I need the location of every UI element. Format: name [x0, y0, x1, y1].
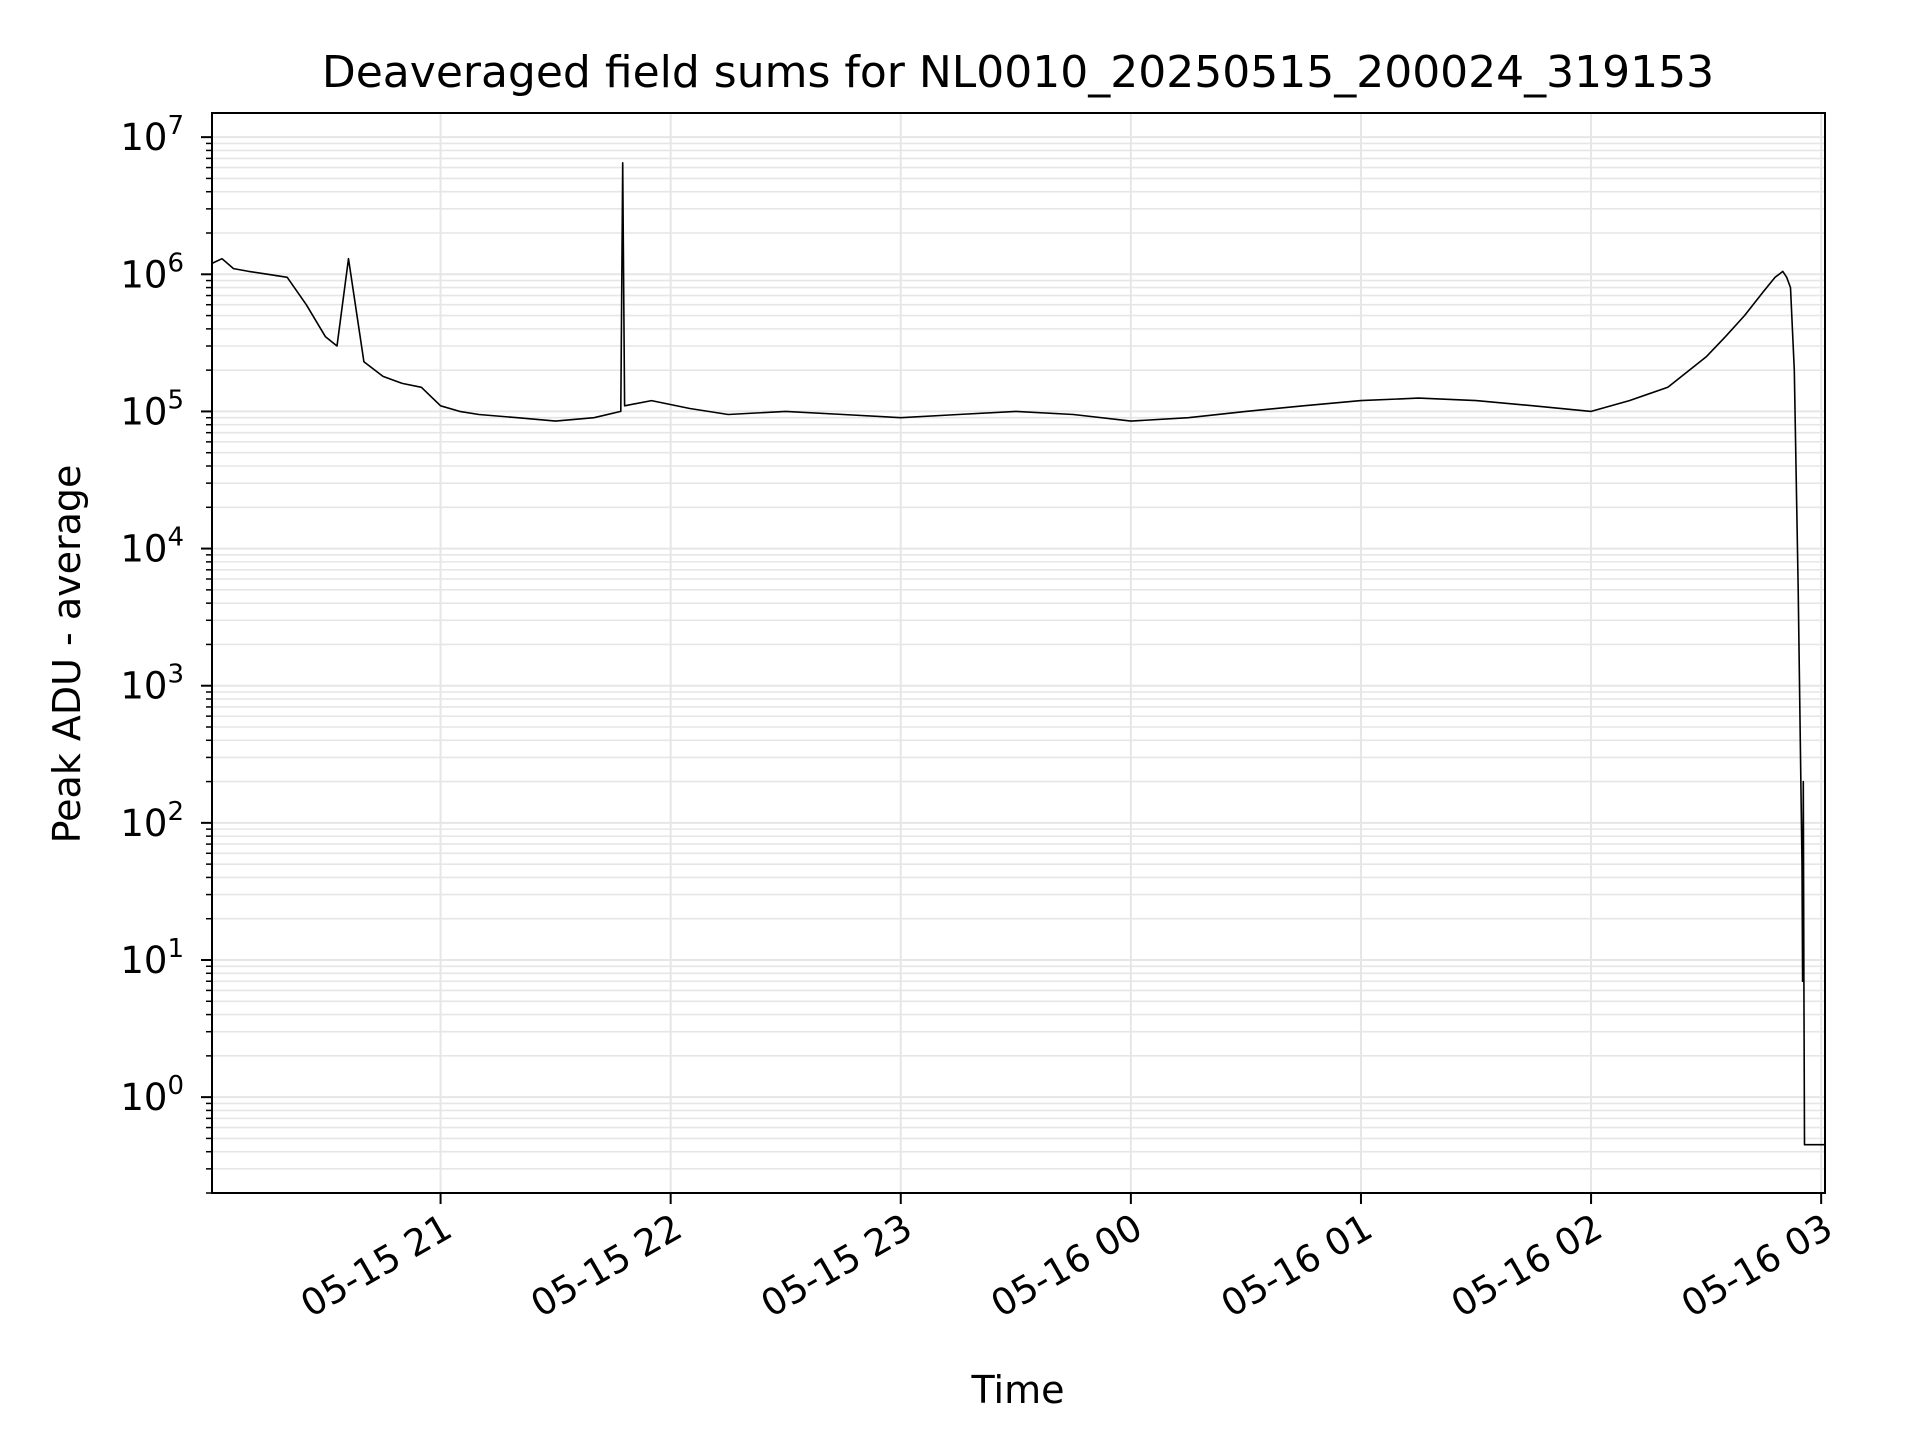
x-tick-label: 05-16 02 — [1444, 1206, 1610, 1326]
x-axis-title: Time — [971, 1368, 1065, 1412]
y-tick-label: 105 — [120, 385, 184, 433]
y-tick-label: 106 — [120, 248, 184, 296]
x-tick-label: 05-16 00 — [984, 1206, 1150, 1326]
y-tick-label: 107 — [120, 111, 184, 159]
y-tick-label: 101 — [120, 934, 184, 982]
chart-title: Deaveraged field sums for NL0010_2025051… — [322, 47, 1714, 98]
x-tick-label: 05-15 23 — [754, 1206, 920, 1326]
data-line — [211, 162, 1825, 1146]
tick-layer: 100 101 102 103 104 105 106 107 05-15 21 05-15 22… — [120, 111, 1839, 1326]
x-tick-label: 05-16 01 — [1214, 1206, 1380, 1326]
plot-frame — [211, 112, 1826, 1194]
x-tick-label: 05-16 03 — [1674, 1206, 1840, 1326]
grid-layer — [212, 113, 1825, 1194]
y-axis-title: Peak ADU - average — [45, 465, 89, 844]
x-tick-label: 05-15 21 — [293, 1206, 459, 1326]
y-tick-label: 102 — [120, 797, 184, 845]
x-tick-label: 05-15 22 — [524, 1206, 690, 1326]
y-tick-label: 100 — [120, 1071, 184, 1119]
series-layer — [211, 162, 1825, 1146]
y-tick-label: 104 — [120, 523, 184, 571]
y-tick-label: 103 — [120, 660, 184, 708]
